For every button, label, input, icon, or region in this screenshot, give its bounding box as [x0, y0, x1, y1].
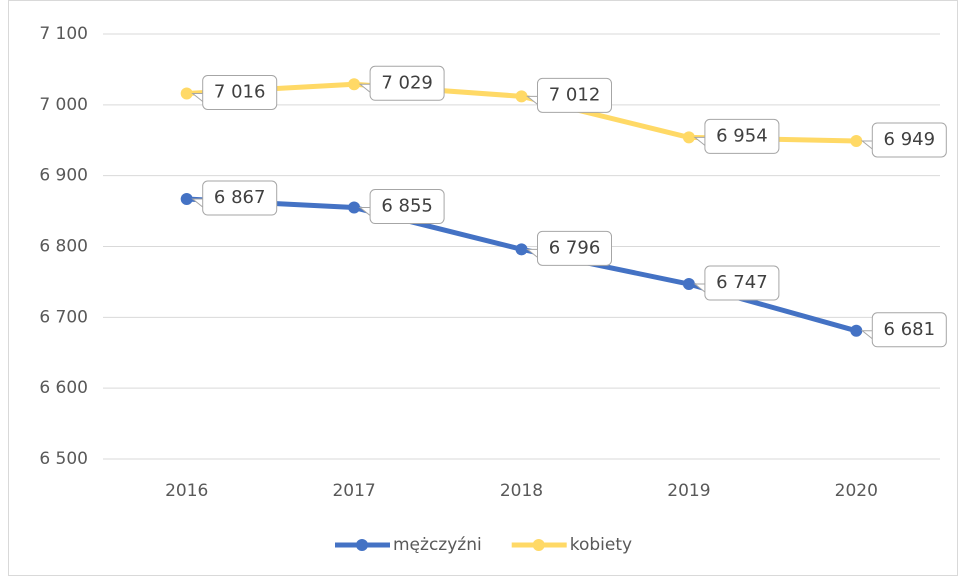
label-box — [704, 118, 780, 154]
label-callout — [526, 248, 538, 258]
data-label: 6 681 — [884, 319, 936, 340]
y-tick-label: 7 000 — [39, 95, 88, 115]
label-callout — [860, 140, 873, 150]
label-callout — [191, 93, 204, 102]
data-point — [682, 278, 695, 291]
y-tick-label: 6 700 — [39, 307, 88, 327]
data-label: 6 796 — [549, 237, 601, 258]
data-point — [348, 201, 361, 214]
legend-marker — [532, 539, 545, 551]
label-callout — [358, 83, 371, 93]
label-callout — [860, 330, 873, 340]
data-point — [515, 243, 528, 256]
label-box — [202, 75, 278, 110]
data-label: 6 954 — [716, 125, 768, 146]
y-tick-label: 6 600 — [39, 378, 88, 398]
label-box — [704, 265, 780, 301]
y-tick-label: 6 900 — [39, 166, 88, 186]
data-point — [180, 193, 193, 206]
data-label: 7 016 — [214, 82, 266, 103]
data-point — [850, 324, 863, 337]
data-point — [180, 87, 193, 100]
label-box — [369, 65, 445, 101]
label-box — [537, 230, 612, 266]
data-label: 6 949 — [884, 129, 936, 150]
x-tick-label: 2018 — [500, 481, 543, 501]
data-point — [850, 134, 863, 147]
legend-label: kobiety — [570, 535, 632, 555]
label-box — [871, 312, 947, 348]
label-callout — [358, 207, 371, 216]
label-box — [202, 180, 278, 216]
x-tick-label: 2020 — [835, 481, 878, 501]
label-box — [537, 77, 612, 113]
x-tick-label: 2016 — [165, 481, 208, 501]
data-point — [515, 90, 528, 103]
y-tick-label: 6 500 — [39, 449, 88, 469]
y-tick-label: 7 100 — [39, 24, 88, 44]
label-box — [369, 189, 445, 225]
data-label: 6 867 — [214, 187, 266, 208]
legend-label: mężczyźni — [393, 535, 482, 555]
label-callout — [191, 198, 204, 208]
data-label: 6 855 — [381, 196, 433, 217]
label-callout — [693, 136, 706, 146]
data-point — [682, 131, 695, 144]
y-tick-label: 6 800 — [39, 237, 88, 257]
chart-frame — [8, 0, 958, 576]
label-callout — [693, 283, 706, 293]
x-tick-label: 2019 — [667, 481, 710, 501]
data-label: 7 012 — [549, 84, 601, 105]
x-tick-label: 2017 — [332, 481, 375, 501]
legend-marker — [356, 539, 368, 551]
data-point — [348, 78, 361, 91]
data-label: 7 029 — [381, 72, 433, 93]
label-callout — [526, 95, 538, 105]
label-box — [871, 122, 947, 158]
data-label: 6 747 — [716, 272, 768, 293]
